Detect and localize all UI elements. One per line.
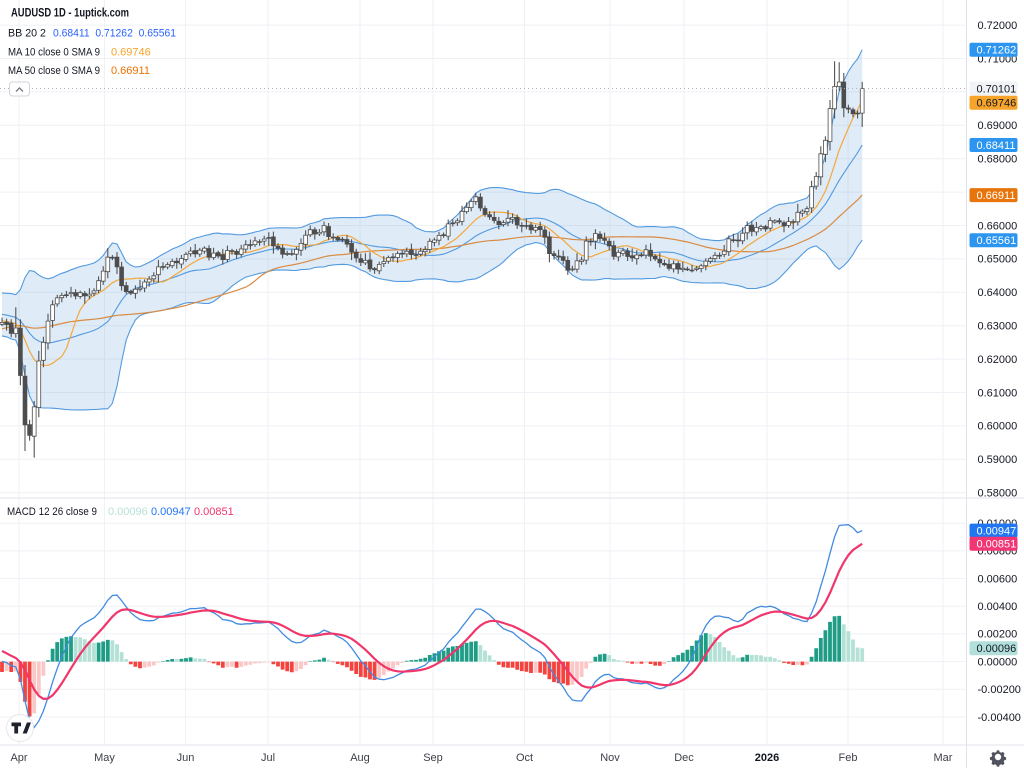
- svg-text:0.69746: 0.69746: [111, 47, 151, 59]
- svg-text:0.71262: 0.71262: [977, 45, 1017, 57]
- svg-text:Aug: Aug: [350, 752, 370, 764]
- svg-text:0.68000: 0.68000: [978, 154, 1018, 166]
- svg-text:0.66911: 0.66911: [111, 65, 150, 77]
- svg-text:0.58000: 0.58000: [978, 488, 1018, 500]
- svg-text:AUDUSD 1D - 1uptick.com: AUDUSD 1D - 1uptick.com: [11, 8, 129, 20]
- svg-text:2026: 2026: [755, 752, 779, 764]
- svg-text:BB 20 2: BB 20 2: [8, 28, 46, 40]
- svg-text:0.00600: 0.00600: [978, 573, 1018, 585]
- svg-text:Nov: Nov: [600, 752, 620, 764]
- svg-text:Apr: Apr: [10, 752, 27, 764]
- svg-text:0.59000: 0.59000: [978, 454, 1018, 466]
- svg-text:0.00096: 0.00096: [108, 506, 148, 518]
- svg-text:0.00947: 0.00947: [151, 506, 191, 518]
- svg-text:0.60000: 0.60000: [978, 421, 1018, 433]
- svg-text:0.65000: 0.65000: [978, 254, 1018, 266]
- svg-text:Sep: Sep: [423, 752, 443, 764]
- svg-text:0.00947: 0.00947: [977, 525, 1017, 537]
- svg-text:0.61000: 0.61000: [978, 387, 1018, 399]
- svg-text:0.68411 0.71262 0.65561: 0.68411 0.71262 0.65561: [53, 28, 176, 40]
- svg-text:0.72000: 0.72000: [978, 20, 1018, 32]
- svg-text:Dec: Dec: [674, 752, 694, 764]
- svg-text:Oct: Oct: [516, 752, 533, 764]
- svg-text:0.00851: 0.00851: [194, 506, 234, 518]
- svg-text:0.00400: 0.00400: [978, 601, 1018, 613]
- svg-text:0.66911: 0.66911: [977, 190, 1016, 202]
- svg-text:May: May: [94, 752, 115, 764]
- svg-text:0.69746: 0.69746: [977, 98, 1017, 110]
- svg-text:0.62000: 0.62000: [978, 354, 1018, 366]
- svg-text:0.00000: 0.00000: [978, 656, 1018, 668]
- svg-text:Mar: Mar: [934, 752, 953, 764]
- svg-text:0.65561: 0.65561: [977, 235, 1017, 247]
- svg-text:Jun: Jun: [177, 752, 195, 764]
- svg-text:-0.00400: -0.00400: [978, 712, 1021, 724]
- svg-text:MACD 12 26 close 9: MACD 12 26 close 9: [7, 506, 97, 518]
- svg-text:0.00851: 0.00851: [977, 539, 1017, 551]
- svg-text:MA 50 close 0 SMA 9: MA 50 close 0 SMA 9: [8, 65, 100, 77]
- svg-text:Feb: Feb: [839, 752, 858, 764]
- svg-text:0.70101: 0.70101: [977, 83, 1017, 95]
- svg-text:0.63000: 0.63000: [978, 321, 1018, 333]
- svg-text:0.69000: 0.69000: [978, 120, 1018, 132]
- svg-text:Jul: Jul: [261, 752, 275, 764]
- svg-text:0.00200: 0.00200: [978, 629, 1018, 641]
- svg-text:0.64000: 0.64000: [978, 287, 1018, 299]
- svg-text:0.66000: 0.66000: [978, 220, 1018, 232]
- svg-text:0.00096: 0.00096: [977, 643, 1017, 655]
- svg-text:MA 10 close 0 SMA 9: MA 10 close 0 SMA 9: [8, 47, 100, 59]
- svg-text:-0.00200: -0.00200: [978, 684, 1021, 696]
- svg-text:0.68411: 0.68411: [977, 140, 1016, 152]
